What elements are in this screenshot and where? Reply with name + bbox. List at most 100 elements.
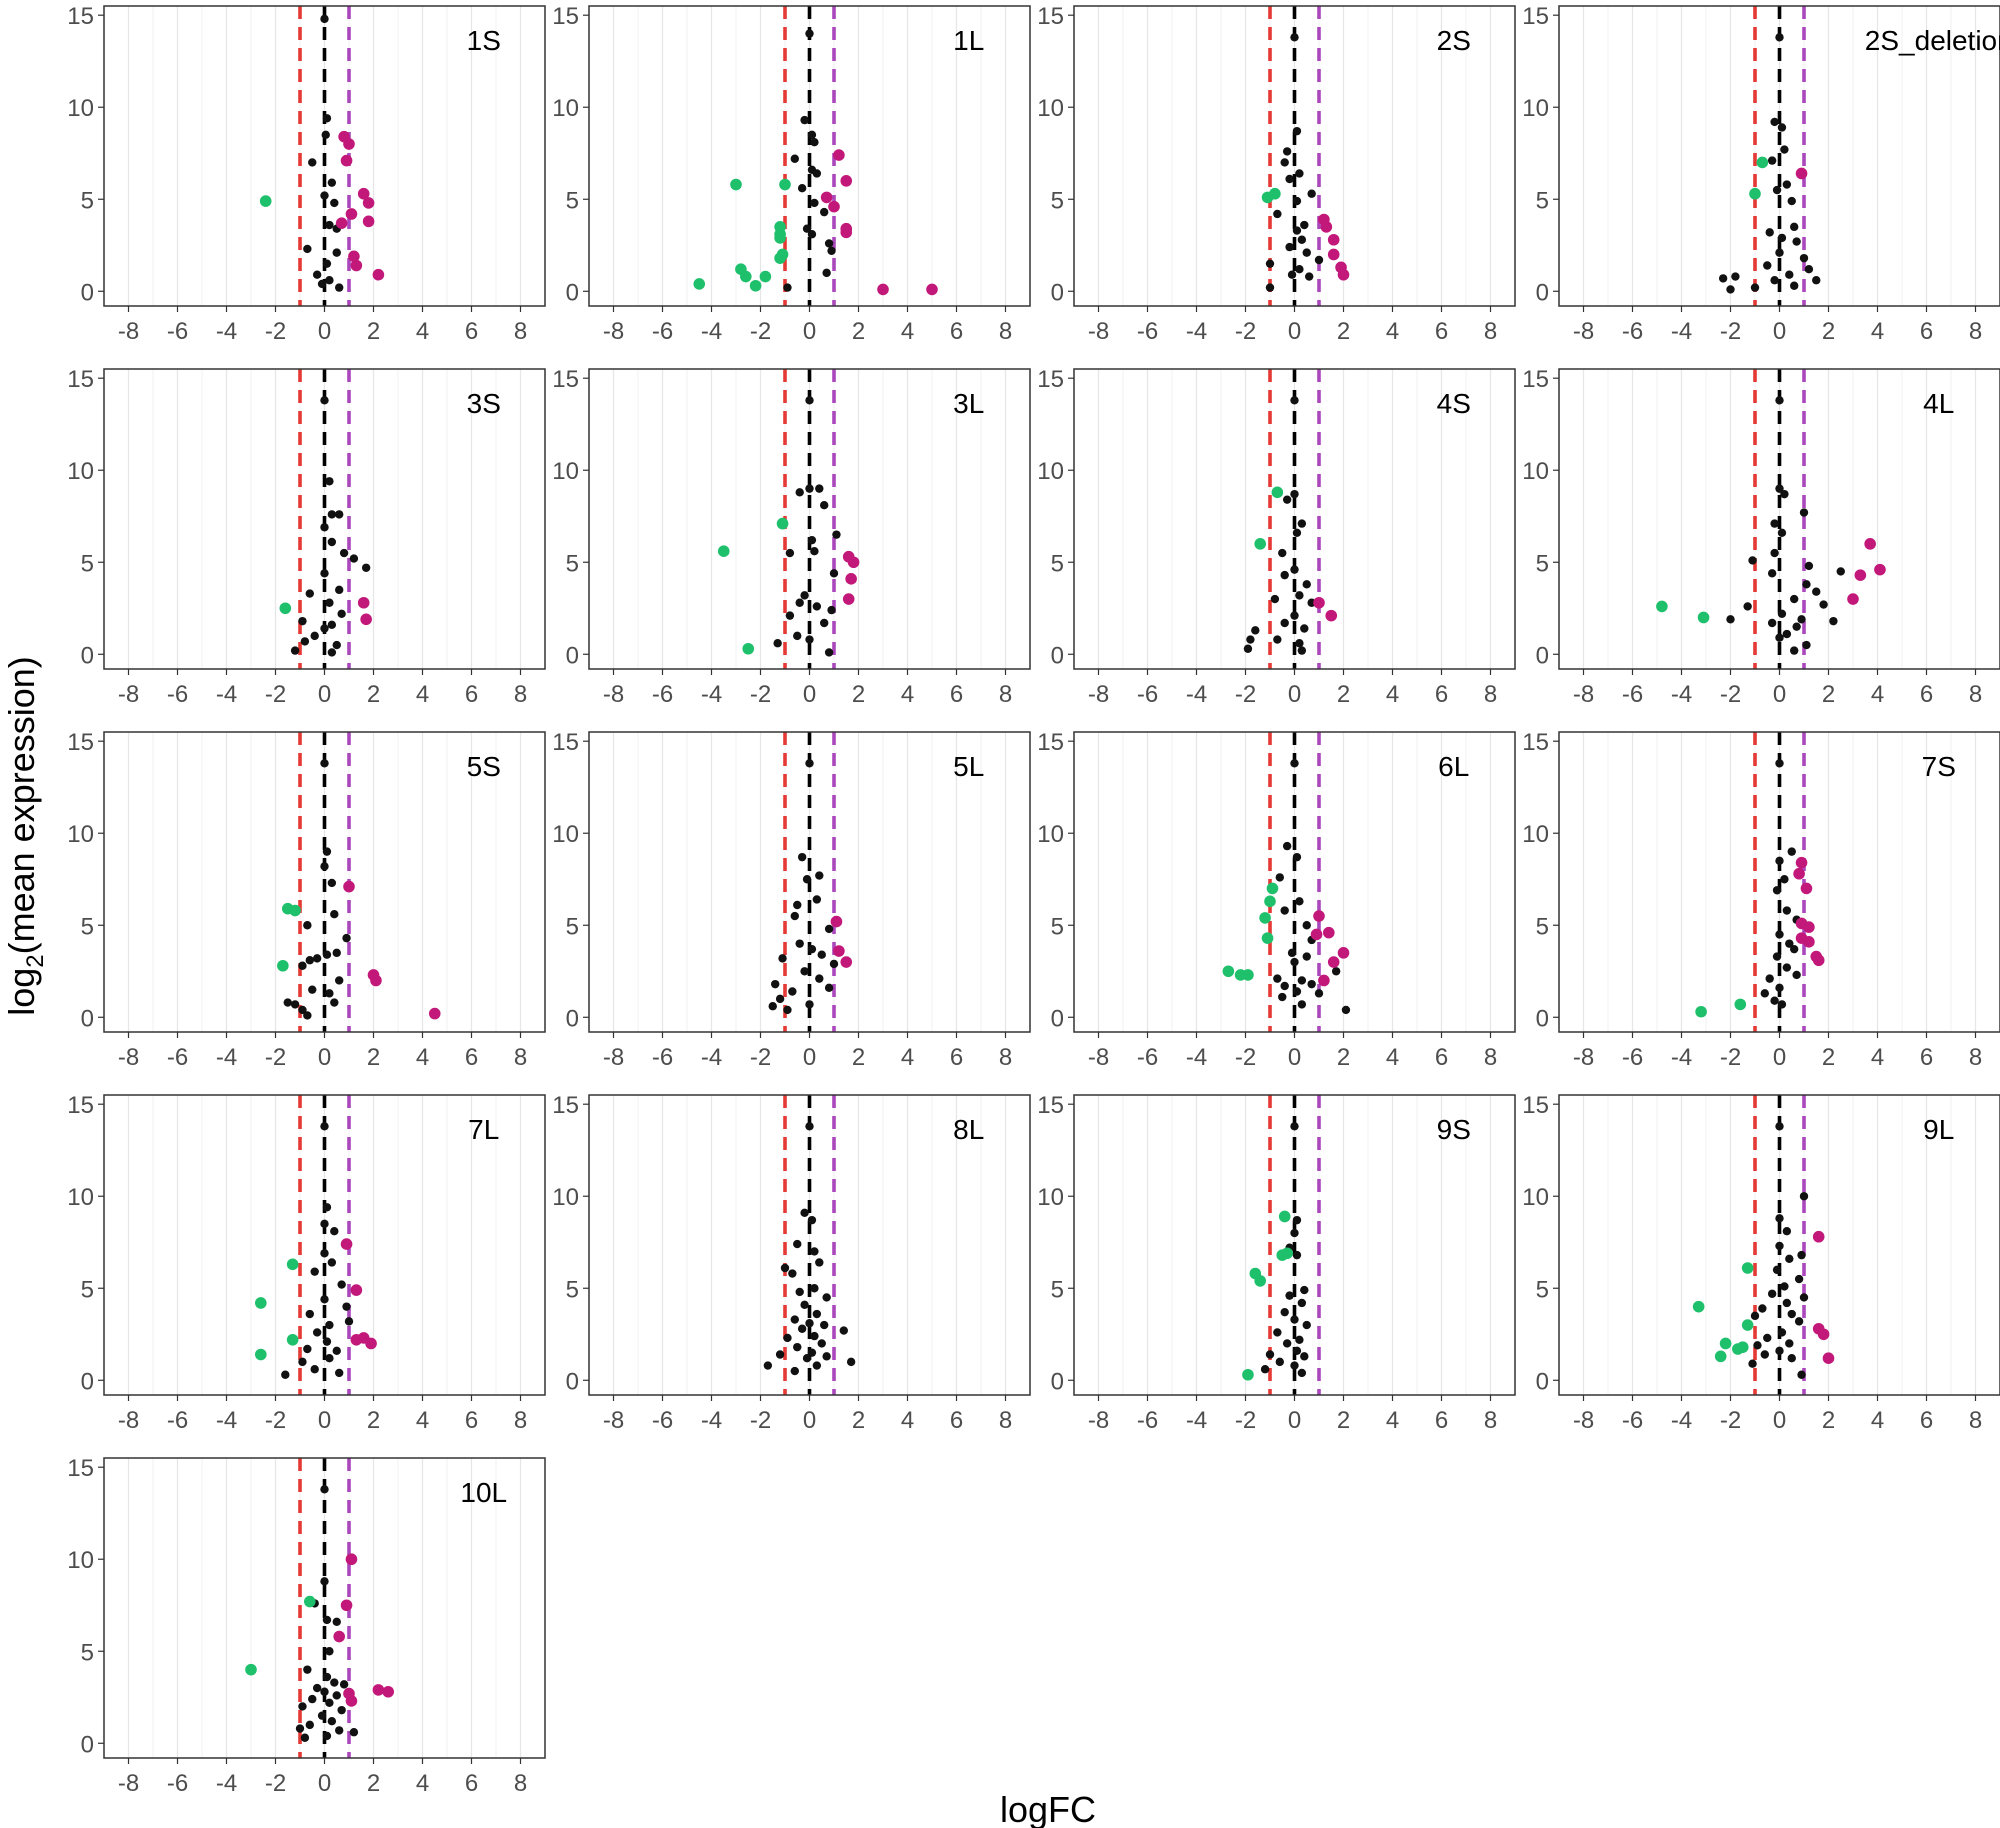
data-point-up bbox=[1327, 248, 1340, 261]
data-point-down bbox=[1261, 932, 1274, 944]
data-point-ns bbox=[1812, 587, 1821, 596]
data-point-down bbox=[1222, 965, 1235, 978]
data-point-ns bbox=[1280, 618, 1289, 628]
data-point-ns bbox=[320, 1687, 329, 1696]
x-tick-label: 0 bbox=[803, 1044, 816, 1071]
panel-2S_deletion: 0 5 10 15 -8 -6 -4 -2 0 2 4 6 8 2S_deletion bbox=[1522, 3, 2000, 345]
x-tick-label: 0 bbox=[803, 681, 816, 708]
data-point-ns bbox=[1302, 921, 1311, 930]
data-point-ns bbox=[1750, 1311, 1760, 1321]
data-point-ns bbox=[790, 1315, 799, 1324]
data-point-ns bbox=[321, 130, 330, 140]
data-point-up bbox=[1847, 593, 1859, 605]
x-tick-label: 4 bbox=[416, 1407, 429, 1434]
data-point-up bbox=[1320, 221, 1333, 233]
data-point-ns bbox=[1292, 226, 1302, 235]
data-point-up bbox=[877, 283, 889, 296]
y-tick-label: 15 bbox=[552, 1092, 579, 1119]
data-point-ns bbox=[303, 1665, 312, 1674]
data-point-ns bbox=[1780, 489, 1789, 499]
data-point-ns bbox=[325, 220, 334, 230]
data-point-ns bbox=[1767, 569, 1777, 578]
data-point-up bbox=[1318, 974, 1330, 987]
x-tick-label: -8 bbox=[1088, 1407, 1109, 1434]
x-tick-label: -2 bbox=[750, 681, 771, 708]
data-point-ns bbox=[1280, 570, 1289, 580]
data-point-up bbox=[1812, 954, 1825, 967]
data-point-down bbox=[776, 517, 789, 530]
x-tick-label: -2 bbox=[750, 1044, 771, 1071]
data-point-down bbox=[1266, 882, 1279, 895]
data-point-up bbox=[1310, 928, 1323, 941]
data-point-ns bbox=[1782, 963, 1792, 972]
data-point-ns bbox=[325, 1698, 334, 1707]
data-point-ns bbox=[822, 268, 831, 278]
data-point-ns bbox=[1295, 639, 1304, 648]
data-point-ns bbox=[1772, 886, 1782, 895]
data-point-up bbox=[382, 1685, 395, 1698]
data-point-ns bbox=[795, 939, 804, 948]
data-point-ns bbox=[1777, 123, 1787, 132]
data-point-ns bbox=[810, 547, 819, 556]
x-tick-label: 2 bbox=[1337, 318, 1350, 345]
x-tick-label: 6 bbox=[950, 681, 963, 708]
data-point-ns bbox=[1787, 1353, 1796, 1363]
data-point-up bbox=[372, 268, 385, 281]
data-point-ns bbox=[1265, 1350, 1275, 1359]
data-point-down bbox=[1259, 912, 1271, 924]
x-tick-label: -8 bbox=[1088, 1044, 1109, 1071]
x-tick-label: 4 bbox=[416, 318, 429, 345]
data-point-ns bbox=[1770, 276, 1779, 285]
data-point-ns bbox=[320, 1295, 329, 1304]
data-point-ns bbox=[305, 1720, 314, 1730]
data-point-ns bbox=[290, 1000, 300, 1009]
data-point-up bbox=[1325, 609, 1338, 622]
data-point-ns bbox=[1782, 906, 1792, 915]
x-tick-label: 0 bbox=[318, 681, 331, 708]
x-tick-label: 8 bbox=[1484, 1407, 1497, 1434]
data-point-ns bbox=[1290, 957, 1299, 967]
x-tick-label: 4 bbox=[1871, 318, 1884, 345]
y-tick-label: 10 bbox=[67, 821, 94, 848]
data-point-up bbox=[333, 1630, 346, 1643]
y-tick-label: 10 bbox=[1522, 821, 1549, 848]
data-point-ns bbox=[780, 1263, 790, 1273]
x-tick-label: 4 bbox=[1386, 681, 1399, 708]
x-tick-label: -8 bbox=[603, 1044, 624, 1071]
x-tick-label: -8 bbox=[118, 681, 139, 708]
data-point-ns bbox=[320, 1219, 329, 1229]
x-tick-label: -4 bbox=[1186, 1044, 1207, 1071]
data-point-ns bbox=[1290, 1122, 1299, 1131]
y-tick-label: 10 bbox=[1037, 95, 1064, 122]
data-point-ns bbox=[305, 589, 314, 598]
panel-2S: 0 5 10 15 -8 -6 -4 -2 0 2 4 6 8 2S bbox=[1037, 3, 1516, 345]
x-tick-label: -6 bbox=[1137, 681, 1158, 708]
data-point-ns bbox=[1265, 259, 1275, 268]
data-point-ns bbox=[1743, 602, 1752, 611]
data-point-ns bbox=[1790, 646, 1799, 655]
panel-5S: 0 5 10 15 -8 -6 -4 -2 0 2 4 6 8 5S bbox=[67, 729, 546, 1071]
data-point-ns bbox=[793, 1342, 802, 1352]
x-tick-label: 8 bbox=[1969, 681, 1982, 708]
panel-label: 7L bbox=[468, 1114, 499, 1145]
data-point-ns bbox=[1772, 952, 1782, 961]
data-point-ns bbox=[1750, 283, 1760, 292]
data-point-ns bbox=[305, 1309, 314, 1319]
data-point-ns bbox=[335, 1726, 344, 1735]
data-point-ns bbox=[800, 1300, 809, 1310]
data-point-down bbox=[774, 252, 786, 264]
data-point-ns bbox=[1799, 1293, 1809, 1302]
data-point-ns bbox=[783, 1005, 792, 1015]
data-point-ns bbox=[1819, 600, 1828, 609]
data-point-ns bbox=[1331, 967, 1341, 976]
data-point-ns bbox=[1765, 974, 1774, 983]
x-tick-label: -8 bbox=[1573, 1044, 1594, 1071]
data-point-ns bbox=[1295, 169, 1304, 178]
data-point-up bbox=[1803, 921, 1815, 933]
data-point-ns bbox=[1804, 264, 1814, 274]
data-point-ns bbox=[802, 875, 812, 884]
y-tick-label: 5 bbox=[1051, 550, 1064, 577]
panel-7L: 0 5 10 15 -8 -6 -4 -2 0 2 4 6 8 7L bbox=[67, 1092, 546, 1434]
data-point-down bbox=[730, 178, 742, 191]
data-point-ns bbox=[815, 484, 824, 493]
